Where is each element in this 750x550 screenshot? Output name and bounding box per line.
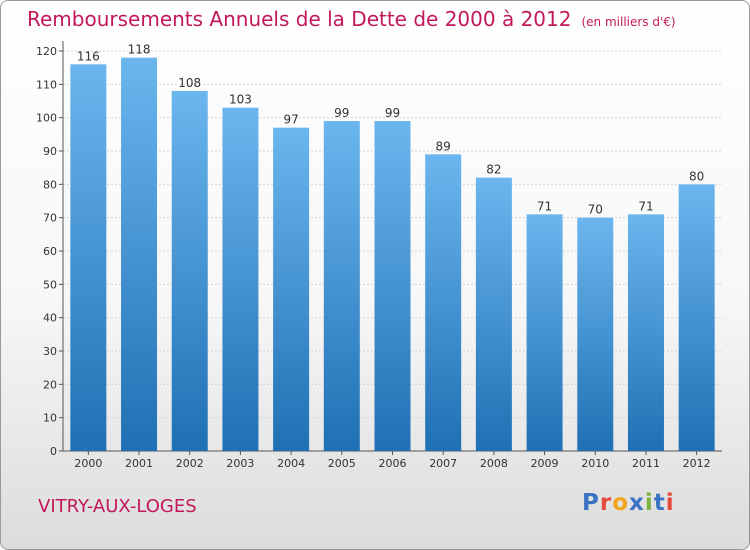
bar: [627, 214, 664, 451]
bar: [273, 127, 310, 452]
bar-value-label: 99: [385, 106, 400, 120]
x-tick-label: 2006: [379, 457, 407, 470]
y-tick-label: 90: [43, 145, 57, 158]
x-tick-label: 2008: [480, 457, 508, 470]
bar-value-label: 71: [537, 199, 552, 213]
x-tick-label: 2009: [531, 457, 559, 470]
x-tick-label: 2011: [632, 457, 660, 470]
bar: [121, 57, 158, 452]
x-tick-label: 2012: [683, 457, 711, 470]
bar: [475, 177, 512, 451]
x-tick-label: 2005: [328, 457, 356, 470]
bar: [70, 64, 107, 452]
logo-letter: i: [665, 490, 675, 516]
bar-value-label: 103: [229, 93, 252, 107]
logo-letter: P: [582, 490, 600, 516]
y-tick-label: 110: [36, 78, 57, 91]
bar-value-label: 118: [128, 43, 151, 57]
bar-value-label: 108: [178, 76, 201, 90]
logo-letter: r: [599, 490, 613, 516]
bar: [222, 107, 259, 452]
y-tick-label: 30: [43, 345, 57, 358]
y-tick-label: 70: [43, 212, 57, 225]
y-tick-label: 60: [43, 245, 57, 258]
bar: [425, 154, 462, 452]
y-tick-label: 10: [43, 412, 57, 425]
bar: [577, 217, 614, 451]
labels: 0 10 20 30 40 50 60 70 80 90 100 110 120 116 2000 118 20…: [36, 43, 711, 470]
bar: [678, 184, 715, 452]
bar-value-label: 97: [283, 113, 298, 127]
bar-value-label: 89: [436, 139, 451, 153]
logo-letter: i: [644, 490, 654, 516]
logo-letter: o: [612, 490, 630, 516]
proxiti-logo: Proxiti: [582, 490, 675, 516]
city-name: VITRY-AUX-LOGES: [38, 496, 197, 517]
bar-value-label: 70: [588, 203, 603, 217]
x-tick-label: 2000: [74, 457, 102, 470]
bar-value-label: 71: [638, 199, 653, 213]
logo-letter: x: [629, 490, 645, 516]
x-tick-label: 2010: [581, 457, 609, 470]
x-tick-label: 2001: [125, 457, 153, 470]
y-tick-label: 100: [36, 112, 57, 125]
bars: [70, 57, 715, 452]
y-tick-label: 0: [50, 445, 57, 458]
bar: [374, 121, 411, 451]
y-tick-label: 80: [43, 178, 57, 191]
chart-unit: (en milliers d'€): [581, 15, 676, 29]
bar: [526, 214, 563, 451]
bar-value-label: 99: [334, 106, 349, 120]
x-tick-label: 2007: [429, 457, 457, 470]
y-tick-label: 50: [43, 278, 57, 291]
bar-value-label: 116: [77, 49, 100, 63]
x-tick-label: 2003: [226, 457, 254, 470]
logo-letter: t: [653, 490, 666, 516]
bar-value-label: 82: [486, 163, 501, 177]
y-tick-label: 20: [43, 378, 57, 391]
y-tick-label: 40: [43, 312, 57, 325]
bar: [323, 121, 360, 451]
bar: [171, 91, 208, 451]
x-tick-label: 2004: [277, 457, 305, 470]
chart-title-text: Remboursements Annuels de la Dette de 20…: [27, 7, 572, 31]
y-tick-label: 120: [36, 45, 57, 58]
bar-value-label: 80: [689, 169, 704, 183]
chart-title: Remboursements Annuels de la Dette de 20…: [27, 7, 676, 31]
x-tick-label: 2002: [176, 457, 204, 470]
